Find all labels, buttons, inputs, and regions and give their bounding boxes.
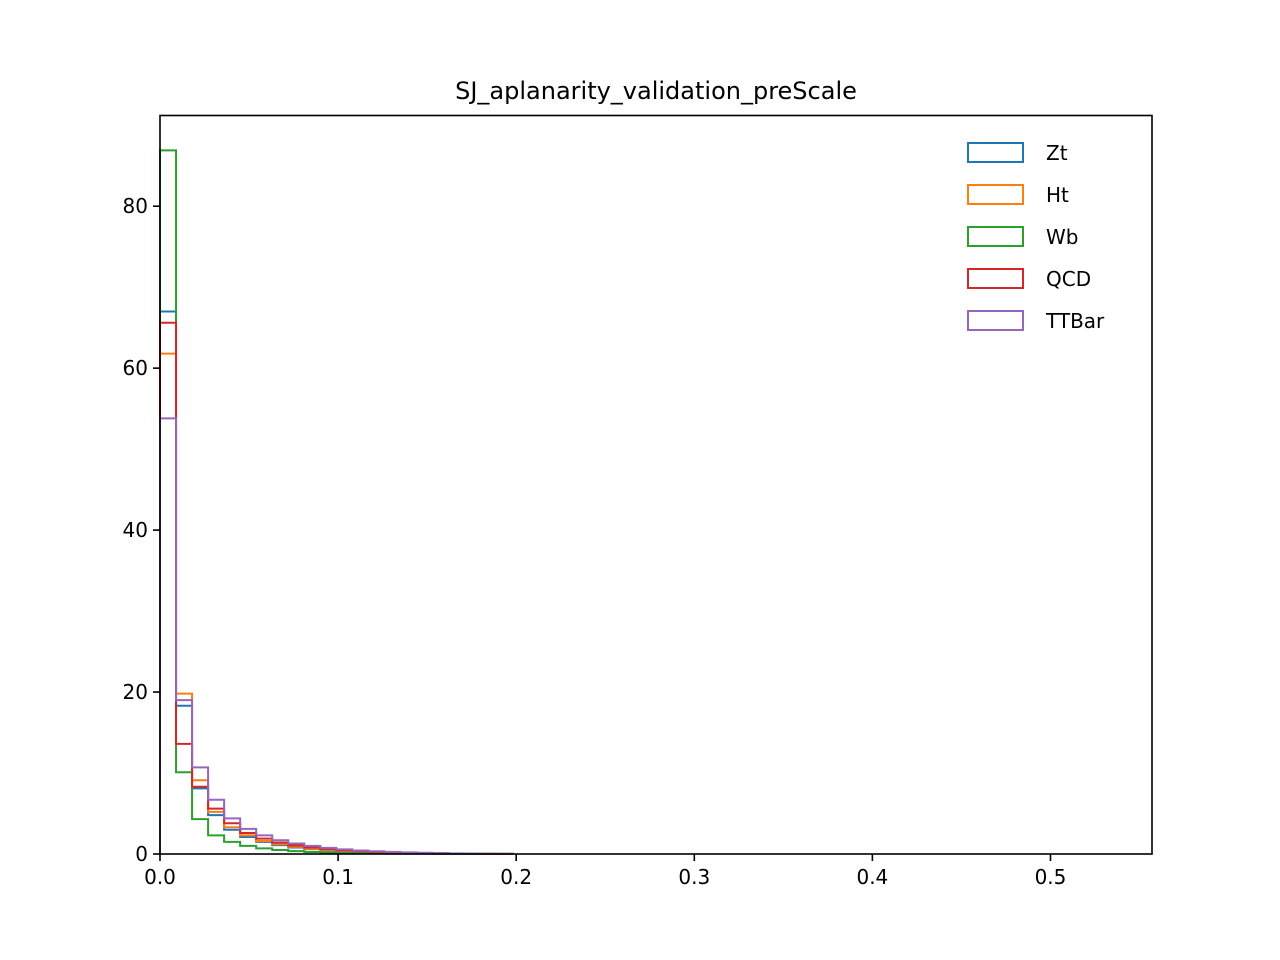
y-tick-label: 80 bbox=[123, 194, 148, 218]
y-tick-label: 40 bbox=[123, 518, 148, 542]
series-layer bbox=[159, 149, 514, 855]
y-axis: 0 20 40 60 80 bbox=[123, 194, 160, 866]
legend: Zt Ht Wb QCD TTBar bbox=[967, 141, 1105, 333]
x-tick-label: 0.4 bbox=[856, 865, 888, 889]
legend-label-ttbar: TTBar bbox=[1045, 309, 1105, 333]
x-tick-label: 0.5 bbox=[1035, 865, 1067, 889]
y-tick-label: 20 bbox=[123, 680, 148, 704]
x-axis: 0.0 0.1 0.2 0.3 0.4 0.5 bbox=[144, 854, 1066, 889]
x-tick-label: 0.2 bbox=[500, 865, 532, 889]
legend-swatch-ttbar bbox=[967, 310, 1024, 331]
series-ht-step bbox=[159, 352, 514, 855]
chart-title: SJ_aplanarity_validation_preScale bbox=[455, 77, 857, 105]
series-qcd-step bbox=[159, 321, 514, 855]
series-wb-step bbox=[159, 149, 514, 855]
legend-label-wb: Wb bbox=[1046, 225, 1078, 249]
y-tick-label: 0 bbox=[135, 842, 148, 866]
legend-label-qcd: QCD bbox=[1046, 267, 1091, 291]
x-tick-label: 0.1 bbox=[322, 865, 354, 889]
y-tick-label: 60 bbox=[123, 356, 148, 380]
legend-swatch-wb bbox=[967, 226, 1024, 247]
plot-frame bbox=[159, 114, 1153, 855]
x-tick-label: 0.0 bbox=[144, 865, 176, 889]
series-ttbar-step bbox=[159, 417, 514, 855]
legend-swatch-qcd bbox=[967, 268, 1024, 289]
x-tick-label: 0.3 bbox=[678, 865, 710, 889]
legend-label-ht: Ht bbox=[1046, 183, 1069, 207]
legend-swatch-ht bbox=[967, 184, 1024, 205]
legend-swatch-zt bbox=[967, 142, 1024, 163]
legend-label-zt: Zt bbox=[1046, 141, 1068, 165]
series-zt-step bbox=[159, 310, 514, 855]
